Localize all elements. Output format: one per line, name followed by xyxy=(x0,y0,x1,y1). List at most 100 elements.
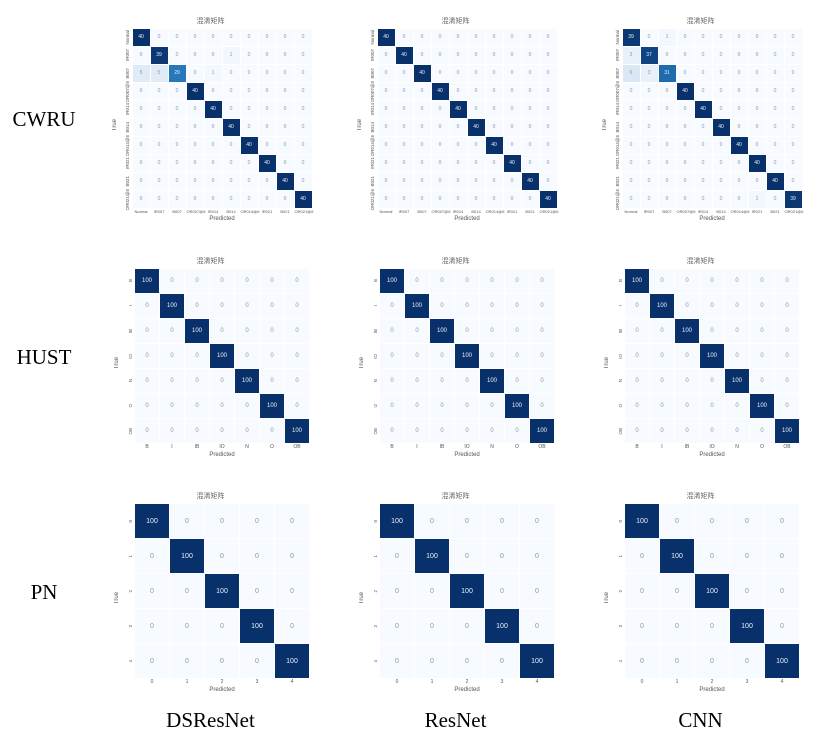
matrix-cell: 0 xyxy=(530,319,554,343)
matrix-cell: 0 xyxy=(766,65,784,82)
matrix-cell: 0 xyxy=(748,137,766,154)
matrix-cell: 100 xyxy=(695,574,729,608)
matrix-cell: 0 xyxy=(503,173,521,190)
matrix-cell: 40 xyxy=(503,155,521,172)
matrix-cell: 40 xyxy=(240,137,258,154)
x-tick-label: B014 xyxy=(471,209,481,214)
y-tick-label: B021 xyxy=(125,176,130,187)
matrix-cell: 29 xyxy=(168,65,186,82)
y-tick-label: B021 xyxy=(615,176,620,187)
matrix-cell: 0 xyxy=(240,173,258,190)
matrix-cell: 0 xyxy=(784,101,802,118)
matrix-cell: 0 xyxy=(622,191,640,208)
matrix-cell: 0 xyxy=(700,394,724,418)
matrix-cell: 100 xyxy=(380,269,404,293)
matrix-cell: 0 xyxy=(730,47,748,64)
x-axis-label: Predicted xyxy=(209,216,235,222)
x-tick-label: IB xyxy=(439,444,445,450)
matrix-cell: 0 xyxy=(276,155,294,172)
matrix-cell: 0 xyxy=(275,574,309,608)
matrix-cell: 0 xyxy=(712,155,730,172)
matrix-cell: 0 xyxy=(480,294,504,318)
matrix-cell: 100 xyxy=(730,609,764,643)
x-tick-label: B014 xyxy=(226,209,236,214)
matrix-cell: 100 xyxy=(415,539,449,573)
matrix-cell: 40 xyxy=(467,119,485,136)
matrix-cell: 0 xyxy=(210,319,234,343)
matrix-cell: 0 xyxy=(784,119,802,136)
matrix-cell: 0 xyxy=(210,369,234,393)
x-axis-ticks: Normal IR007 B007 OR007@6 IR014 B014 OR014@6 IR… xyxy=(378,209,559,214)
matrix-cell: 0 xyxy=(150,137,168,154)
matrix-cell: 0 xyxy=(380,609,414,643)
matrix-cell: 0 xyxy=(449,65,467,82)
matrix-cell: 0 xyxy=(160,344,184,368)
y-axis-ticks: 0 1 2 3 4 xyxy=(367,504,380,693)
matrix-cell: 0 xyxy=(294,137,312,154)
matrix-cell: 0 xyxy=(204,47,222,64)
matrix-cell: 1 xyxy=(658,29,676,46)
matrix-cell: 40 xyxy=(748,155,766,172)
matrix-cell: 0 xyxy=(240,539,274,573)
x-tick-label: 4 xyxy=(535,679,539,685)
matrix-cell: 100 xyxy=(700,344,724,368)
matrix-cell: 0 xyxy=(712,83,730,100)
matrix-cell: 0 xyxy=(260,319,284,343)
confusion-matrix-hust-cnn: 混淆矩阵 True B I IB IO N O OB 100 0 0 0 0 0 0 0 100 0 0 0 0 0 0… xyxy=(602,256,799,458)
confusion-matrix-hust-dsresnet: 混淆矩阵 True B I IB IO N O OB 100 0 0 0 0 0 0 0 100 0 0 0 0 0 0… xyxy=(112,256,309,458)
matrix-cell: 0 xyxy=(160,394,184,418)
matrix-cell: 0 xyxy=(775,394,799,418)
y-tick-label: Normal xyxy=(370,30,375,45)
matrix-cell: 0 xyxy=(695,609,729,643)
y-tick-label: OR014@6 xyxy=(615,134,620,157)
matrix-cell: 0 xyxy=(480,319,504,343)
y-tick-label: IB xyxy=(372,328,378,334)
x-tick-label: OR014@6 xyxy=(485,209,505,214)
matrix-cell: 0 xyxy=(455,369,479,393)
matrix-cell: 0 xyxy=(380,419,404,443)
matrix-cell: 0 xyxy=(539,47,557,64)
x-tick-label: Normal xyxy=(624,209,638,214)
matrix-cell: 40 xyxy=(521,173,539,190)
matrix-cell: 0 xyxy=(204,191,222,208)
matrix-cell: 0 xyxy=(294,83,312,100)
matrix-cell: 0 xyxy=(700,319,724,343)
matrix-cell: 100 xyxy=(660,539,694,573)
matrix-cell: 0 xyxy=(413,101,431,118)
matrix-cell: 0 xyxy=(276,47,294,64)
matrix-cell: 0 xyxy=(240,29,258,46)
matrix-cell: 31 xyxy=(658,65,676,82)
matrix-cell: 0 xyxy=(431,173,449,190)
matrix-cell: 40 xyxy=(431,83,449,100)
matrix-cell: 100 xyxy=(210,344,234,368)
matrix-cell: 0 xyxy=(485,574,519,608)
matrix-cell: 0 xyxy=(160,319,184,343)
matrix-cell: 0 xyxy=(294,29,312,46)
y-tick-label: IO xyxy=(127,353,133,359)
matrix-cell: 0 xyxy=(160,419,184,443)
y-tick-label: IR021 xyxy=(125,157,130,170)
matrix-cell: 0 xyxy=(694,29,712,46)
y-tick-label: IB xyxy=(127,328,133,334)
matrix-cell: 0 xyxy=(276,65,294,82)
x-tick-label: OR007@6 xyxy=(186,209,206,214)
matrix-cell: 0 xyxy=(380,574,414,608)
matrix-cell: 0 xyxy=(766,137,784,154)
matrix-cell: 0 xyxy=(765,574,799,608)
matrix-cell: 0 xyxy=(725,394,749,418)
y-tick-label: O xyxy=(127,404,133,408)
x-tick-label: OB xyxy=(538,444,546,450)
matrix-cell: 0 xyxy=(168,173,186,190)
x-tick-label: B xyxy=(390,444,394,450)
matrix-cell: 0 xyxy=(658,119,676,136)
matrix-cell: 0 xyxy=(539,173,557,190)
x-tick-label: 1 xyxy=(675,679,679,685)
matrix-cell: 0 xyxy=(413,29,431,46)
x-tick-label: OR021@6 xyxy=(539,209,559,214)
matrix-cell: 0 xyxy=(775,294,799,318)
matrix-cell: 0 xyxy=(150,173,168,190)
matrix-cell: 100 xyxy=(170,539,204,573)
matrix-cell: 0 xyxy=(775,319,799,343)
matrix-cell: 0 xyxy=(132,137,150,154)
